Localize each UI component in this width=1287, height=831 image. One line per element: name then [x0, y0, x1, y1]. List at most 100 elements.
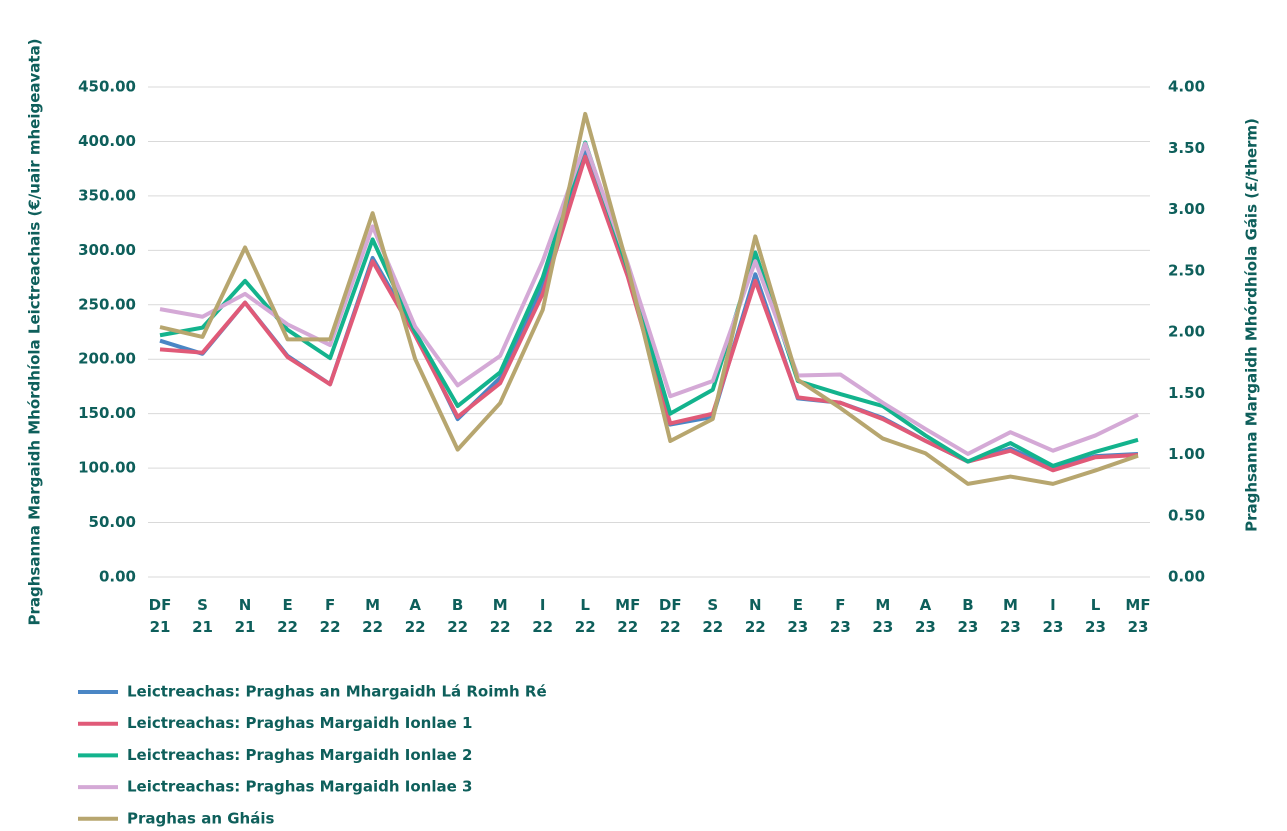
- x-tick-label-line: 22: [575, 618, 596, 636]
- x-tick-label: B 22: [447, 596, 468, 636]
- x-tick-label: L 23: [1085, 596, 1106, 636]
- x-tick-label-line: DF: [659, 596, 682, 614]
- x-tick-label: E 23: [787, 596, 808, 636]
- y-tick-label: 200.00: [78, 350, 136, 368]
- series-line: [159, 154, 1139, 473]
- series-line: [159, 141, 1139, 456]
- x-tick-label-line: 22: [660, 618, 681, 636]
- x-tick-label-line: N: [749, 596, 762, 614]
- y2-tick-label: 0.50: [1168, 506, 1205, 524]
- x-tick-label-line: DF: [149, 596, 172, 614]
- x-tick-label: B 23: [957, 596, 978, 636]
- x-tick-label-line: 22: [405, 618, 426, 636]
- legend-label: Praghas an Gháis: [127, 809, 274, 827]
- x-tick-label: M 23: [872, 596, 893, 636]
- x-tick-label-line: 22: [745, 618, 766, 636]
- x-tick-label-line: 21: [150, 618, 171, 636]
- x-tick-label-line: A: [920, 596, 932, 614]
- y-tick-label: 400.00: [78, 132, 136, 150]
- x-tick-label-line: S: [707, 596, 718, 614]
- x-tick-label: DF 21: [149, 596, 172, 636]
- y2-tick-label: 1.00: [1168, 445, 1205, 463]
- x-tick-label: MF 23: [1125, 596, 1150, 636]
- x-tick-label-line: 23: [1085, 618, 1106, 636]
- x-tick-label-line: 21: [192, 618, 213, 636]
- y2-tick-label: 3.50: [1168, 139, 1205, 157]
- x-tick-label: S 21: [192, 596, 213, 636]
- x-tick-label-line: 22: [447, 618, 468, 636]
- y2-tick-label: 3.00: [1168, 200, 1205, 218]
- x-tick-label: L 22: [575, 596, 596, 636]
- x-tick-label: E 22: [277, 596, 298, 636]
- x-tick-label-line: MF: [1125, 596, 1150, 614]
- x-tick-label: MF 22: [615, 596, 640, 636]
- x-tick-label-line: E: [793, 596, 803, 614]
- x-tick-label-line: S: [197, 596, 208, 614]
- x-tick-label: M 23: [1000, 596, 1021, 636]
- y2-tick-label: 0.00: [1168, 568, 1205, 586]
- x-tick-label: I 22: [532, 596, 553, 636]
- y-tick-label: 150.00: [78, 404, 136, 422]
- x-tick-label-line: I: [540, 596, 546, 614]
- x-tick-label-line: 22: [532, 618, 553, 636]
- y2-tick-label: 4.00: [1168, 78, 1205, 96]
- legend-label: Leictreachas: Praghas Margaidh Ionlae 3: [127, 778, 472, 796]
- x-tick-label-line: 22: [490, 618, 511, 636]
- x-tick-label-line: A: [409, 596, 421, 614]
- x-tick-label-line: 23: [830, 618, 851, 636]
- y-tick-label: 50.00: [89, 513, 136, 531]
- x-tick-label-line: 22: [277, 618, 298, 636]
- x-tick-label-line: 23: [787, 618, 808, 636]
- y2-tick-label: 1.50: [1168, 384, 1205, 402]
- y-tick-label: 350.00: [78, 186, 136, 204]
- x-tick-label-line: N: [239, 596, 252, 614]
- x-tick-label: M 22: [362, 596, 383, 636]
- y2-tick-label: 2.00: [1168, 323, 1205, 341]
- x-tick-label-line: M: [1003, 596, 1018, 614]
- x-tick-label-line: F: [325, 596, 335, 614]
- x-tick-label: S 22: [702, 596, 723, 636]
- series-line: [159, 150, 1139, 471]
- series-line: [159, 111, 1139, 486]
- x-tick-label-line: 22: [702, 618, 723, 636]
- legend-label: Leictreachas: Praghas Margaidh Ionlae 2: [127, 746, 472, 764]
- x-tick-label-line: L: [1091, 596, 1101, 614]
- x-tick-label-line: MF: [615, 596, 640, 614]
- x-tick-label: A 22: [405, 596, 426, 636]
- x-tick-label-line: M: [365, 596, 380, 614]
- x-tick-label-line: L: [580, 596, 590, 614]
- x-tick-label-line: 23: [1000, 618, 1021, 636]
- x-tick-label: F 23: [830, 596, 851, 636]
- y-tick-label: 250.00: [78, 295, 136, 313]
- legend-label: Leictreachas: Praghas an Mhargaidh Lá Ro…: [127, 683, 547, 701]
- x-tick-label: M 22: [490, 596, 511, 636]
- series-line: [159, 140, 1139, 468]
- x-tick-label: N 22: [745, 596, 766, 636]
- y-tick-label: 100.00: [78, 459, 136, 477]
- x-tick-label-line: 23: [957, 618, 978, 636]
- legend-label: Leictreachas: Praghas Margaidh Ionlae 1: [127, 714, 472, 732]
- x-tick-label-line: M: [875, 596, 890, 614]
- y2-tick-label: 2.50: [1168, 261, 1205, 279]
- y-tick-label: 300.00: [78, 241, 136, 259]
- y-tick-label: 450.00: [78, 78, 136, 96]
- y-axis-title: Praghsanna Margaidh Mhórdhíola Leictreac…: [26, 38, 44, 625]
- x-tick-label-line: 22: [617, 618, 638, 636]
- x-tick-label-line: F: [835, 596, 845, 614]
- y2-axis-title: Praghsanna Margaidh Mhórdhíola Gáis (£/t…: [1243, 118, 1261, 532]
- x-tick-label-line: 23: [1128, 618, 1149, 636]
- x-tick-label-line: 22: [362, 618, 383, 636]
- x-tick-label-line: 23: [872, 618, 893, 636]
- x-tick-label-line: B: [962, 596, 973, 614]
- x-tick-label-line: I: [1050, 596, 1056, 614]
- x-tick-label-line: 21: [235, 618, 256, 636]
- x-tick-label-line: B: [452, 596, 463, 614]
- x-tick-label: I 23: [1043, 596, 1064, 636]
- x-tick-label: N 21: [235, 596, 256, 636]
- x-tick-label-line: M: [493, 596, 508, 614]
- x-tick-label-line: 22: [320, 618, 341, 636]
- x-tick-label-line: 23: [915, 618, 936, 636]
- x-tick-label-line: E: [282, 596, 292, 614]
- x-tick-label: A 23: [915, 596, 936, 636]
